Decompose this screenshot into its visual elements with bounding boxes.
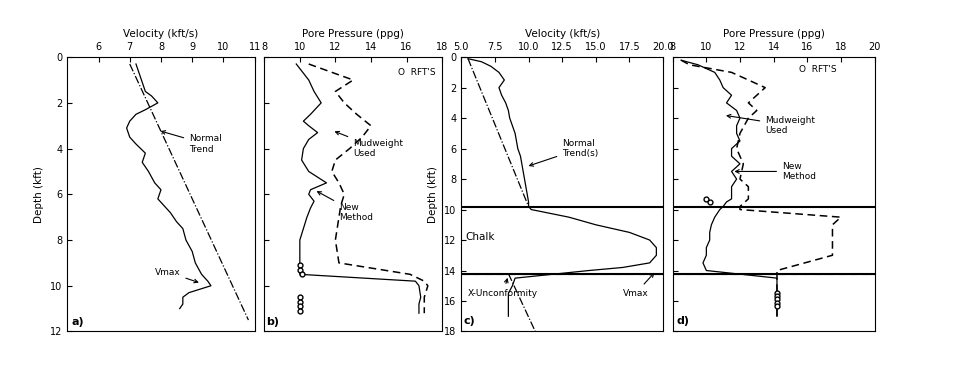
Text: New
Method: New Method	[735, 162, 816, 181]
Text: Mudweight
Used: Mudweight Used	[335, 131, 404, 158]
Y-axis label: Depth (kft): Depth (kft)	[35, 166, 44, 223]
X-axis label: Pore Pressure (ppg): Pore Pressure (ppg)	[302, 29, 405, 39]
Text: d): d)	[677, 316, 689, 326]
X-axis label: Pore Pressure (ppg): Pore Pressure (ppg)	[723, 29, 825, 39]
Text: Chalk: Chalk	[465, 232, 495, 242]
Text: Vmax: Vmax	[623, 274, 653, 298]
Text: New
Method: New Method	[317, 192, 373, 222]
Text: Vmax: Vmax	[155, 267, 198, 283]
Text: a): a)	[72, 317, 85, 327]
Text: Normal
Trend(s): Normal Trend(s)	[530, 139, 599, 166]
Text: Mudweight
Used: Mudweight Used	[727, 114, 815, 135]
Text: O  RFT'S: O RFT'S	[398, 69, 435, 77]
Y-axis label: Depth (kft): Depth (kft)	[429, 166, 438, 223]
Text: c): c)	[464, 316, 476, 326]
X-axis label: Velocity (kft/s): Velocity (kft/s)	[123, 29, 199, 39]
Text: X-Unconformity: X-Unconformity	[468, 279, 538, 298]
Text: b): b)	[266, 317, 279, 327]
X-axis label: Velocity (kft/s): Velocity (kft/s)	[525, 29, 600, 39]
Text: O  RFT'S: O RFT'S	[799, 66, 836, 74]
Text: Normal
Trend: Normal Trend	[161, 131, 222, 154]
